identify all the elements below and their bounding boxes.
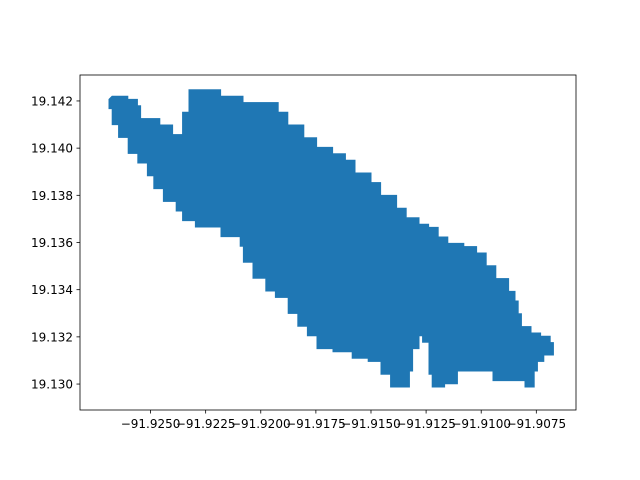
y-tick-label: 19.136 xyxy=(31,236,73,250)
x-tick-label: −91.9125 xyxy=(396,417,456,431)
y-tick-label: 19.138 xyxy=(31,189,73,203)
x-tick-label: −91.9200 xyxy=(231,417,291,431)
x-axis: −91.9250−91.9225−91.9200−91.9175−91.9150… xyxy=(121,410,566,431)
x-tick-label: −91.9150 xyxy=(341,417,401,431)
y-tick-label: 19.140 xyxy=(31,142,73,156)
x-tick-label: −91.9100 xyxy=(451,417,511,431)
plot-area xyxy=(108,89,554,388)
region-area xyxy=(108,89,554,388)
x-tick-label: −91.9075 xyxy=(506,417,566,431)
y-axis: 19.130 19.132 19.134 19.136 19.138 19.140 19.1… xyxy=(31,94,80,392)
y-tick-label: 19.142 xyxy=(31,94,73,108)
y-tick-label: 19.130 xyxy=(31,378,73,392)
x-tick-label: −91.9225 xyxy=(176,417,236,431)
x-tick-label: −91.9250 xyxy=(121,417,181,431)
y-tick-label: 19.132 xyxy=(31,330,73,344)
x-tick-label: −91.9175 xyxy=(286,417,346,431)
y-tick-label: 19.134 xyxy=(31,283,73,297)
